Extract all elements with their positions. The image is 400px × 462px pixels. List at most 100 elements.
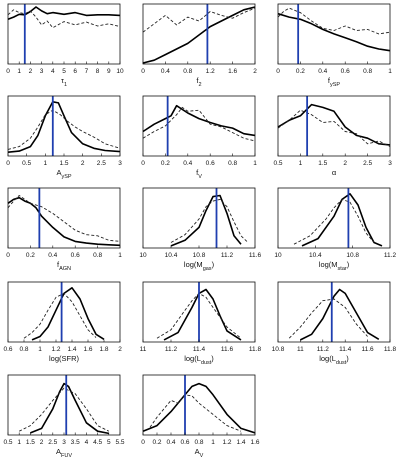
x-tick-label: 1.8	[99, 346, 108, 353]
prior-curve-dashed	[142, 7, 256, 33]
x-axis-label: AFUV	[56, 447, 72, 459]
x-tick-label: 5.5	[115, 439, 124, 446]
panel-3: 0 0.2 0.4 0.6 0.8 1 fySP	[276, 3, 392, 88]
panel-12: 10.8 11 11.2 11.4 11.6 11.8 log(Ldust)	[272, 281, 396, 366]
x-tick-label: 0.5	[22, 160, 31, 167]
x-tick-label: 1	[253, 160, 257, 167]
x-tick-label: 4.5	[93, 439, 102, 446]
x-tick-label: 1	[17, 439, 21, 446]
panel-10: 0.6 0.8 1 1.2 1.4 1.6 1.8 2 log(SFR)	[3, 281, 122, 363]
prior-curve-dashed	[170, 198, 249, 243]
panel-2: 0 0.4 0.8 1.2 1.6 2 f2	[141, 3, 257, 88]
posterior-curve-solid	[277, 103, 391, 146]
x-tick-label: 0.4	[48, 252, 57, 259]
posterior-curve-solid	[30, 382, 109, 435]
x-tick-label: 0.2	[296, 68, 305, 75]
x-tick-label: 2.5	[97, 160, 106, 167]
panel-1: 0 1 2 3 4 5 6 7 8 9 10 τ1	[6, 3, 124, 88]
x-tick-label: 9	[107, 68, 111, 75]
x-tick-label: 7	[85, 68, 89, 75]
posterior-curve-solid	[7, 6, 121, 21]
x-tick-label: 6	[73, 68, 77, 75]
prior-curve-dashed	[23, 292, 97, 339]
prior-curve-dashed	[293, 198, 375, 245]
x-tick-label: 10.4	[309, 252, 322, 259]
panel-8: 10 10.4 10.8 11.2 11.6 log(Mgas)	[139, 187, 262, 272]
panel-14: 0 0.2 0.4 0.6 0.8 1 1.2 1.4 1.6 AV	[141, 374, 260, 459]
x-axis-label: AySP	[56, 168, 71, 180]
x-tick-label: 11	[140, 346, 147, 353]
prior-curve-dashed	[18, 387, 110, 432]
x-tick-label: 10	[116, 68, 124, 75]
axis-frame	[7, 281, 121, 343]
x-tick-label: 11.2	[221, 252, 234, 259]
x-tick-label: 1	[388, 68, 392, 75]
x-tick-label: 1.5	[59, 160, 68, 167]
posterior-curve-solid	[31, 286, 105, 341]
x-tick-label: 1	[211, 439, 215, 446]
x-tick-label: 1.6	[228, 68, 237, 75]
x-tick-label: 2.5	[48, 439, 57, 446]
prior-curve-dashed	[142, 106, 256, 142]
x-tick-label: 1.4	[236, 439, 245, 446]
axis-frame	[277, 95, 391, 157]
x-tick-label: 0	[141, 68, 145, 75]
x-tick-label: 11.4	[339, 346, 352, 353]
x-tick-label: 11.6	[249, 252, 262, 259]
panel-13: 0.5 1 1.5 2 2.5 3 3.5 4 4.5 5 5.5 AFUV	[3, 374, 125, 459]
x-tick-label: 11.2	[165, 346, 178, 353]
x-tick-label: 0.8	[183, 68, 192, 75]
x-tick-label: 1.5	[26, 439, 35, 446]
x-tick-label: 0.6	[71, 252, 80, 259]
x-axis-label: log(SFR)	[49, 354, 80, 363]
x-tick-label: 1.4	[67, 346, 76, 353]
x-tick-label: 10.8	[272, 346, 285, 353]
posterior-curve-solid	[163, 288, 242, 341]
x-tick-label: 11	[297, 346, 304, 353]
x-tick-label: 2	[81, 160, 85, 167]
x-tick-label: 3.5	[71, 439, 80, 446]
x-tick-label: 0.8	[363, 68, 372, 75]
x-tick-label: 0.2	[152, 439, 161, 446]
panel-11: 11 11.2 11.4 11.6 11.8 log(Ldust)	[140, 281, 262, 366]
x-tick-label: 4	[51, 68, 55, 75]
x-tick-label: 3	[388, 160, 392, 167]
x-tick-label: 0.2	[26, 252, 35, 259]
x-tick-label: 1	[299, 160, 303, 167]
x-tick-label: 11.2	[384, 252, 397, 259]
x-tick-label: 5	[107, 439, 111, 446]
x-tick-label: 0.8	[19, 346, 28, 353]
x-tick-label: 0.4	[183, 160, 192, 167]
posterior-curve-solid	[7, 196, 121, 247]
x-axis-label: τ1	[61, 76, 67, 88]
x-tick-label: 0.4	[166, 439, 175, 446]
x-tick-label: 4	[85, 439, 89, 446]
x-tick-label: 2.5	[363, 160, 372, 167]
posterior-curve-solid	[142, 6, 256, 64]
x-tick-label: 11.6	[221, 346, 234, 353]
prior-curve-dashed	[7, 109, 121, 150]
x-tick-label: 11.8	[249, 346, 262, 353]
axis-frame	[7, 95, 121, 157]
x-tick-label: 11.4	[193, 346, 206, 353]
posterior-curve-solid	[301, 193, 383, 247]
x-axis-label: log(Ldust)	[184, 354, 214, 366]
posterior-curve-solid	[7, 101, 121, 153]
axis-frame	[142, 3, 256, 65]
x-tick-label: 0.4	[161, 68, 170, 75]
x-tick-label: 1	[38, 346, 42, 353]
x-tick-label: 3	[40, 68, 44, 75]
x-tick-label: 1.5	[318, 160, 327, 167]
x-axis-label: f2	[196, 76, 201, 88]
x-axis-label: log(Ldust)	[319, 354, 349, 366]
x-axis-label: fAGN	[57, 260, 71, 272]
axis-frame	[277, 187, 391, 249]
x-tick-label: 0	[141, 439, 145, 446]
x-tick-label: 0.8	[228, 160, 237, 167]
x-tick-label: 2	[343, 160, 347, 167]
x-tick-label: 0.8	[194, 439, 203, 446]
x-tick-label: 2	[253, 68, 257, 75]
x-tick-label: 0.6	[341, 68, 350, 75]
x-tick-label: 1	[44, 160, 48, 167]
panel-4: 0 0.5 1 1.5 2 2.5 3 AySP	[6, 95, 122, 180]
